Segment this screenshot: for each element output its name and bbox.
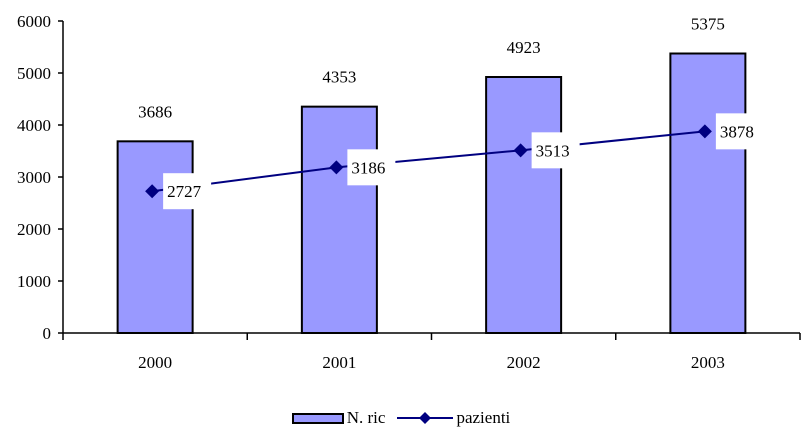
bar-data-label: 4923 (507, 38, 541, 57)
legend-swatch-bar (291, 412, 344, 424)
line-marker (513, 143, 528, 158)
line-data-label: 2727 (167, 182, 202, 201)
bar (485, 76, 563, 334)
line-data-label: 3186 (351, 158, 385, 177)
bar-data-label: 3686 (138, 102, 172, 121)
bar-data-label: 4353 (322, 68, 356, 87)
data-labels: 3686 4353 4923 5375 2727 3186 3513 3878 (138, 15, 764, 210)
x-tick-label: 2001 (322, 353, 356, 372)
bar-series (116, 52, 747, 334)
y-tick-label: 4000 (17, 116, 51, 135)
bar (300, 105, 378, 334)
y-tick-label: 0 (43, 324, 52, 343)
legend-label-line: pazienti (456, 408, 511, 427)
line-marker (329, 160, 344, 175)
bar-data-label: 5375 (691, 15, 725, 34)
y-tick-label: 2000 (17, 220, 51, 239)
x-tick-label: 2003 (691, 353, 725, 372)
legend-swatch-line (397, 412, 454, 424)
legend-item-bar: N. ric (291, 408, 386, 428)
x-tick-label: 2000 (138, 353, 172, 372)
axes: 0 1000 2000 3000 4000 5000 6000 2000 2001 2002 200… (17, 12, 801, 372)
series-line (151, 130, 705, 193)
line-data-label-box (531, 132, 580, 169)
x-tick-label: 2002 (507, 353, 541, 372)
legend-item-line: pazienti (397, 408, 510, 428)
legend-label-bar: N. ric (346, 408, 386, 427)
line-data-label-box (715, 113, 764, 150)
line-data-label: 3513 (536, 141, 570, 160)
line-data-label: 3878 (720, 122, 754, 141)
line-marker (145, 184, 160, 199)
legend: N. ric pazienti (0, 408, 802, 428)
y-tick-label: 1000 (17, 272, 51, 291)
y-tick-label: 3000 (17, 168, 51, 187)
line-data-label-box (163, 173, 212, 210)
line-series (145, 124, 712, 199)
y-tick-label: 5000 (17, 64, 51, 83)
bar (669, 52, 747, 334)
line-data-label-box (347, 149, 396, 186)
y-tick-label: 6000 (17, 12, 51, 31)
chart: 0 1000 2000 3000 4000 5000 6000 2000 2001 2002 200… (17, 12, 801, 372)
bar (116, 140, 194, 334)
line-marker (697, 124, 712, 139)
